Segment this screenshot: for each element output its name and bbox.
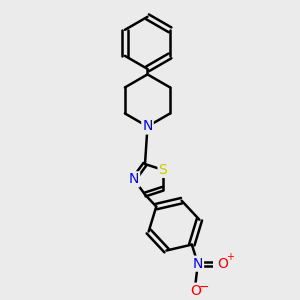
Text: O: O <box>218 256 228 271</box>
Text: −: − <box>199 281 210 294</box>
Text: +: + <box>226 252 234 262</box>
Text: N: N <box>193 256 203 271</box>
Text: N: N <box>142 119 153 134</box>
Text: S: S <box>158 163 167 177</box>
Text: O: O <box>190 284 201 298</box>
Text: N: N <box>129 172 139 186</box>
